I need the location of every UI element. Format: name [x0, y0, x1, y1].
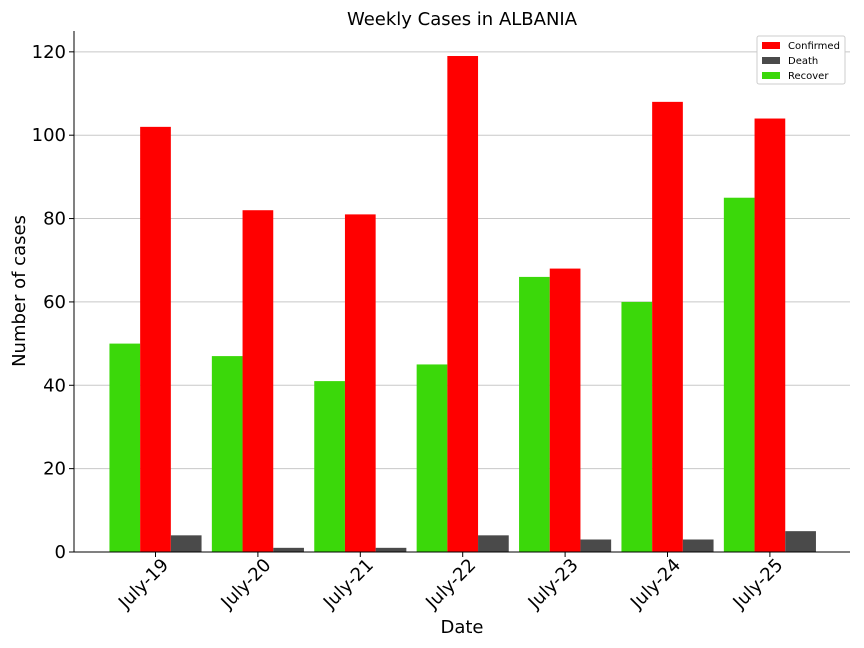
bar-recover-july-24: [621, 301, 653, 552]
bar-recover-july-20: [211, 356, 243, 552]
legend-swatch-recover: [762, 72, 780, 79]
bar-recover-july-23: [519, 276, 550, 552]
y-tick-label: 0: [55, 542, 66, 563]
bar-death-july-23: [580, 539, 612, 552]
bar-death-july-21: [375, 547, 407, 552]
legend-swatch-death: [762, 57, 780, 64]
bar-recover-july-21: [314, 381, 345, 552]
bar-death-july-24: [682, 539, 714, 552]
y-axis-ticks: 0 20 40 60 80 100 120: [32, 42, 74, 563]
bar-death-july-19: [170, 535, 202, 552]
chart-title: Weekly Cases in ALBANIA: [347, 9, 578, 30]
bar-death-july-20: [273, 547, 304, 552]
y-tick-label: 40: [43, 375, 66, 396]
legend-label-death: Death: [788, 56, 818, 67]
bar-death-july-25: [785, 531, 816, 552]
y-tick-label: 100: [32, 125, 66, 146]
bars-group: [109, 56, 816, 553]
bar-confirmed-july-22: [447, 56, 479, 552]
bar-confirmed-july-24: [652, 101, 683, 553]
bar-confirmed-july-23: [549, 268, 581, 552]
bar-recover-july-19: [109, 343, 141, 552]
legend: Confirmed Death Recover: [756, 35, 846, 85]
legend-swatch-confirmed: [762, 42, 780, 49]
y-axis-label: Number of cases: [9, 215, 30, 367]
bar-confirmed-july-20: [242, 210, 274, 552]
bar-confirmed-july-21: [344, 214, 376, 552]
x-tick-label: July-23: [524, 555, 583, 614]
y-tick-label: 120: [32, 42, 66, 63]
x-tick-label: July-25: [728, 555, 787, 614]
x-tick-label: July-24: [626, 555, 685, 614]
x-axis-label: Date: [440, 617, 483, 638]
y-tick-label: 80: [43, 209, 66, 230]
x-tick-label: July-19: [114, 555, 173, 614]
y-tick-label: 60: [43, 292, 66, 313]
legend-label-confirmed: Confirmed: [788, 41, 840, 52]
x-tick-label: July-20: [216, 555, 275, 614]
bar-recover-july-22: [416, 364, 448, 552]
bar-confirmed-july-19: [140, 126, 171, 553]
x-tick-label: July-21: [319, 555, 378, 614]
x-axis-ticks: July-19 July-20 July-21 July-22 July-23 July-…: [114, 552, 787, 614]
bar-confirmed-july-25: [754, 118, 786, 552]
legend-label-recover: Recover: [788, 71, 829, 82]
y-tick-label: 20: [43, 459, 66, 480]
bar-recover-july-25: [723, 197, 755, 552]
bar-death-july-22: [478, 535, 509, 552]
x-tick-label: July-22: [421, 555, 480, 614]
